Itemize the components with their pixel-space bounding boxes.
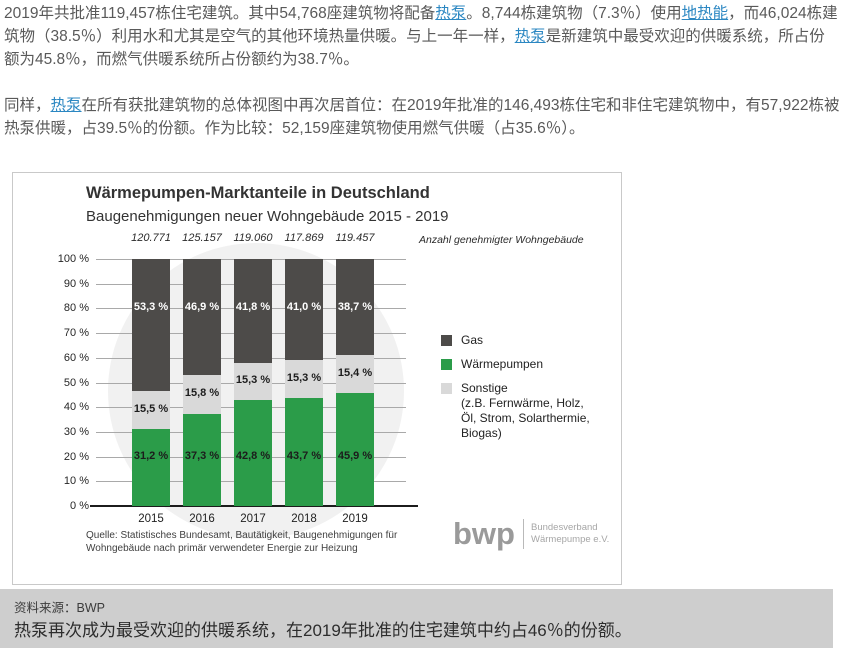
paragraph-second: 同样，热泵在所有获批建筑物的总体视图中再次居首位：在2019年批准的146,49…: [4, 94, 840, 140]
y-tick-label: 10 %: [63, 475, 89, 487]
legend-note: (z.B. Fernwärme, Holz, Öl, Strom, Solart…: [461, 396, 590, 440]
link-geothermal[interactable]: 地热能: [681, 5, 729, 22]
legend-item: Gas: [441, 333, 611, 348]
y-tick-label: 70 %: [63, 327, 89, 339]
bar-segment: [132, 390, 170, 429]
text-segment: 在所有获批建筑物的总体视图中再次居首位：在2019年批准的146,493栋住宅和…: [4, 97, 840, 137]
bar-value-label: 42,8 %: [235, 449, 271, 462]
bar-segment: [285, 360, 323, 399]
text-segment: ，而46,024栋建筑物（38.5％）利用水和尤其是空气的其他环境热量供暖。与上…: [4, 5, 838, 45]
chart-figure: Wärmepumpen-Marktanteile in Deutschland …: [12, 172, 622, 585]
x-axis-label: 2018: [291, 513, 317, 525]
bar-segment: [183, 413, 221, 506]
chart-title: Wärmepumpen-Marktanteile in Deutschland: [86, 184, 430, 202]
bar-value-label: 43,7 %: [286, 449, 322, 462]
legend-swatch: [441, 335, 452, 346]
figure-caption-band: 资料来源：BWP 热泵再次成为最受欢迎的供暖系统，在2019年批准的住宅建筑中约…: [0, 589, 833, 648]
bwp-logo: bwp Bundesverband Wärmepumpe e.V.: [453, 516, 610, 551]
x-axis-label: 2015: [138, 513, 164, 525]
summary-sentence: 热泵再次成为最受欢迎的供暖系统，在2019年批准的住宅建筑中约占46％的份额。: [14, 621, 632, 640]
bar-segment: [336, 259, 374, 355]
bar-total-label: 120.771: [131, 232, 171, 244]
logo-divider: [523, 519, 524, 549]
bar-value-label: 15,3 %: [235, 374, 271, 387]
legend-text: Sonstige (z.B. Fernwärme, Holz, Öl, Strom…: [461, 381, 590, 441]
bar-total-label: 125.157: [182, 232, 222, 244]
bar-segment: [132, 259, 170, 391]
bar-segment: [336, 392, 374, 506]
bar-segment: [183, 259, 221, 375]
bar-value-label: 41,0 %: [286, 301, 322, 314]
bar-segment: [234, 362, 272, 401]
x-axis-label: 2017: [240, 513, 266, 525]
source-caption: 资料来源：BWP: [14, 601, 105, 615]
legend-text: Wärmepumpen: [461, 357, 543, 372]
bar-value-label: 46,9 %: [184, 301, 220, 314]
chart-source-note: Quelle: Statistisches Bundesamt, Bautäti…: [86, 530, 398, 554]
bwp-logo-org: Bundesverband Wärmepumpe e.V.: [531, 522, 610, 545]
x-axis-line: [90, 505, 418, 507]
paragraph-intro: 2019年共批准119,457栋住宅建筑。其中54,768座建筑物将配备热泵。8…: [4, 2, 840, 71]
chart-subtitle: Baugenehmigungen neuer Wohngebäude 2015 …: [86, 208, 449, 225]
bar-segment: [285, 398, 323, 506]
legend-item: Sonstige (z.B. Fernwärme, Holz, Öl, Strom…: [441, 381, 611, 441]
legend-item: Wärmepumpen: [441, 357, 611, 372]
link-heat-pump[interactable]: 热泵: [50, 97, 82, 114]
bar-totals-row: 120.771 125.157 119.060 117.869 119.457: [96, 232, 406, 246]
legend-swatch: [441, 359, 452, 370]
text-segment: 是新建筑中最受欢迎的供暖系统，所占份额为45.8％，而燃气供暖系统所占份额约为3…: [4, 28, 825, 68]
bar-segment: [132, 428, 170, 506]
y-tick-label: 60 %: [63, 352, 89, 364]
link-heat-pump[interactable]: 热泵: [435, 5, 467, 22]
x-axis-label: 2016: [189, 513, 215, 525]
y-tick-label: 100 %: [57, 253, 89, 265]
legend-text: Gas: [461, 333, 483, 348]
legend-label: Sonstige: [461, 381, 508, 395]
text-segment: 。8,744栋建筑物（7.3％）使用: [466, 5, 682, 22]
bar-value-label: 38,7 %: [337, 301, 373, 314]
bar-segment: [234, 400, 272, 506]
bar-value-label: 15,3 %: [286, 372, 322, 385]
text-segment: 2019年共批准119,457栋住宅建筑。其中54,768座建筑物将配备: [4, 5, 436, 22]
bar-value-label: 41,8 %: [235, 301, 271, 314]
legend-label: Wärmepumpen: [461, 357, 544, 371]
bar-segment: [336, 354, 374, 393]
x-axis-labels-row: 2015 2016 2017 2018 2019: [96, 513, 406, 527]
bar-segment: [285, 259, 323, 361]
x-axis-label: 2019: [342, 513, 368, 525]
totals-axis-note: Anzahl genehmigter Wohngebäude: [419, 234, 584, 246]
y-tick-label: 40 %: [63, 401, 89, 413]
y-tick-label: 20 %: [63, 451, 89, 463]
bar-segment: [234, 259, 272, 363]
bar-total-label: 117.869: [284, 232, 324, 244]
bar-total-label: 119.457: [335, 232, 375, 244]
bar-value-label: 31,2 %: [133, 449, 169, 462]
y-tick-label: 0 %: [70, 500, 89, 512]
y-tick-label: 30 %: [63, 426, 89, 438]
text-segment: 同样，: [4, 97, 51, 114]
bar-value-label: 45,9 %: [337, 449, 373, 462]
plot-area: 100 % 90 % 80 % 70 % 60 % 50 % 40 % 30 % 20 % 10 …: [58, 253, 418, 512]
bar-value-label: 15,5 %: [133, 402, 169, 415]
bar-value-label: 15,8 %: [184, 387, 220, 400]
bar-total-label: 119.060: [233, 232, 273, 244]
bar-value-label: 15,4 %: [337, 366, 373, 379]
y-tick-label: 90 %: [63, 278, 89, 290]
legend-label: Gas: [461, 333, 484, 347]
y-tick-label: 80 %: [63, 302, 89, 314]
bar-value-label: 37,3 %: [184, 449, 220, 462]
link-heat-pump[interactable]: 热泵: [514, 28, 546, 45]
bar-segment: [183, 374, 221, 414]
bar-value-label: 53,3 %: [133, 301, 169, 314]
bwp-logo-text: bwp: [453, 516, 515, 551]
y-tick-label: 50 %: [63, 377, 89, 389]
legend-swatch: [441, 383, 452, 394]
chart-legend: Gas Wärmepumpen Sonstige (z.B. Fernwärme, H…: [441, 333, 611, 450]
